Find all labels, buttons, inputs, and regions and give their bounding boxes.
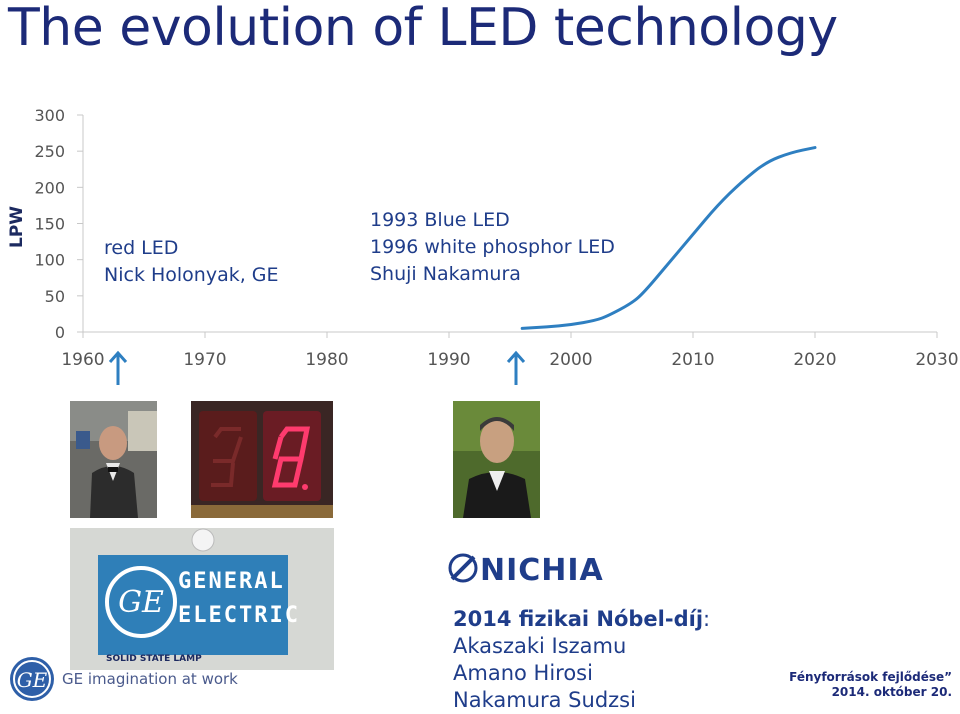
arrow-up-icon [107, 350, 129, 386]
annotation-blue-led-line2: 1996 white phosphor LED [370, 234, 615, 261]
y-tick-label: 300 [34, 106, 65, 125]
footer-line1: Fényforrások fejlődése” [789, 670, 952, 685]
seven-segment-display-photo [191, 401, 333, 518]
svg-text:GE: GE [118, 585, 164, 620]
annotation-blue-led-line3: Shuji Nakamura [370, 261, 615, 288]
footer: Fényforrások fejlődése” 2014. október 20… [789, 670, 952, 700]
ge-card-text: GENERAL ELECTRIC [178, 565, 300, 633]
nobel-name: Akaszaki Iszamu [453, 633, 710, 660]
x-tick-label: 1970 [183, 350, 226, 370]
x-tick-label: 2020 [793, 350, 836, 370]
nichia-logo-icon [448, 553, 480, 583]
nobel-name: Amano Hirosi [453, 660, 710, 687]
ge-card-line1: GENERAL [178, 565, 300, 599]
y-tick-label: 150 [34, 215, 65, 234]
arrow-up-icon [505, 350, 527, 386]
x-tick-label: 2010 [671, 350, 714, 370]
pin-icon [190, 527, 216, 553]
annotation-red-led-line2: Nick Holonyak, GE [104, 262, 279, 289]
x-tick-label: 1960 [61, 350, 104, 370]
x-tick-label: 2000 [549, 350, 592, 370]
ge-logo-icon: GE [8, 655, 56, 703]
ge-card-line2: ELECTRIC [178, 599, 300, 633]
y-axis-label: LPW [7, 206, 27, 248]
holonyak-photo [70, 401, 157, 518]
annotation-blue-led: 1993 Blue LED 1996 white phosphor LED Sh… [370, 207, 615, 288]
annotation-red-led: red LED Nick Holonyak, GE [104, 235, 279, 289]
x-tick-label: 2030 [915, 350, 958, 370]
ge-card-caption: SOLID STATE LAMP [106, 654, 202, 664]
x-tick-label: 1990 [427, 350, 470, 370]
ge-monogram-icon: GE [104, 565, 178, 639]
y-tick-label: 250 [34, 142, 65, 161]
nobel-prize-block: 2014 fizikai Nóbel-díj: Akaszaki Iszamu … [453, 606, 710, 714]
annotation-blue-led-line1: 1993 Blue LED [370, 207, 615, 234]
x-tick-label: 1980 [305, 350, 348, 370]
page-title: The evolution of LED technology [8, 0, 838, 58]
y-tick-label: 100 [34, 251, 65, 270]
ge-tagline: GE imagination at work [62, 670, 238, 688]
y-tick-label: 200 [34, 178, 65, 197]
nobel-heading-colon: : [703, 607, 710, 631]
y-tick-label: 50 [45, 287, 65, 306]
nobel-heading: 2014 fizikai Nóbel-díj [453, 607, 703, 631]
footer-line2: 2014. október 20. [789, 685, 952, 700]
nobel-name: Nakamura Sudzsi [453, 687, 710, 714]
annotation-red-led-line1: red LED [104, 235, 279, 262]
nichia-logo-text: NICHIA [480, 553, 604, 588]
nakamura-photo [453, 401, 540, 518]
svg-text:GE: GE [17, 668, 48, 692]
y-tick-label: 0 [55, 323, 65, 342]
